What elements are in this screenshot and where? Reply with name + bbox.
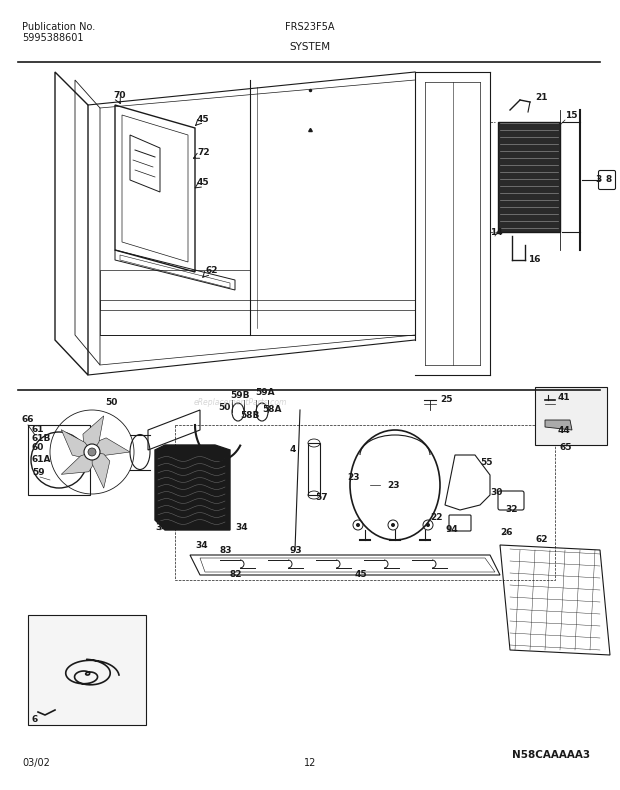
Text: 32: 32 (505, 505, 518, 514)
Text: eReplacementParts.com: eReplacementParts.com (193, 398, 286, 407)
Text: 5995388601: 5995388601 (22, 33, 84, 43)
Text: N58CAAAAA3: N58CAAAAA3 (512, 750, 590, 760)
Text: SYSTEM: SYSTEM (290, 42, 330, 52)
Text: 14: 14 (490, 228, 503, 237)
Text: 34: 34 (155, 523, 167, 532)
Text: 65: 65 (560, 443, 572, 452)
Text: 62: 62 (205, 266, 218, 275)
Text: Publication No.: Publication No. (22, 22, 95, 32)
Polygon shape (545, 420, 572, 430)
Text: 34: 34 (235, 523, 247, 532)
Text: 03/02: 03/02 (22, 758, 50, 768)
Text: 59A: 59A (255, 388, 275, 397)
Text: 94: 94 (445, 525, 458, 534)
Text: 60: 60 (32, 443, 45, 452)
Circle shape (84, 444, 100, 460)
Text: 82: 82 (230, 570, 242, 579)
Circle shape (88, 448, 96, 456)
Text: 12: 12 (304, 758, 316, 768)
Text: 8: 8 (605, 175, 611, 184)
Text: 4: 4 (290, 445, 296, 454)
Text: 62: 62 (535, 535, 547, 544)
Text: 15: 15 (565, 111, 577, 120)
Text: 25: 25 (440, 395, 453, 404)
Text: 59B: 59B (230, 391, 249, 400)
Text: 6: 6 (32, 715, 38, 724)
Text: 44: 44 (558, 426, 571, 435)
Circle shape (391, 523, 395, 527)
Text: 72: 72 (197, 148, 210, 157)
Text: 45: 45 (355, 570, 368, 579)
Text: 83: 83 (220, 546, 232, 555)
Text: 1: 1 (155, 515, 161, 524)
Text: 57: 57 (315, 493, 327, 502)
Text: 30: 30 (490, 488, 502, 497)
Text: 50: 50 (218, 403, 231, 412)
Text: 70: 70 (113, 91, 125, 100)
Text: 45: 45 (197, 115, 210, 124)
Bar (308, 443, 320, 495)
Bar (498, 122, 560, 232)
Text: 23: 23 (347, 473, 360, 482)
Text: 50: 50 (105, 398, 117, 407)
Text: 16: 16 (528, 255, 541, 264)
Text: FRS23F5A: FRS23F5A (285, 22, 335, 32)
Text: 55: 55 (480, 458, 492, 467)
Text: 58B: 58B (240, 411, 259, 420)
Text: 3: 3 (595, 175, 601, 184)
Polygon shape (61, 452, 94, 474)
Text: 58A: 58A (262, 405, 281, 414)
Bar (535, 387, 607, 445)
Text: 21: 21 (535, 93, 547, 102)
Text: 59: 59 (32, 468, 45, 477)
Text: 34: 34 (195, 541, 208, 550)
Text: 22: 22 (430, 513, 443, 522)
Polygon shape (83, 416, 104, 452)
Text: 66: 66 (22, 415, 35, 424)
Text: 23: 23 (387, 481, 399, 490)
Circle shape (426, 523, 430, 527)
Text: 61A: 61A (32, 455, 51, 464)
Text: 41: 41 (558, 393, 570, 402)
Text: 45: 45 (197, 178, 210, 187)
Text: 61B: 61B (32, 434, 51, 443)
Polygon shape (92, 452, 110, 488)
Text: 61: 61 (32, 425, 45, 434)
Text: 93: 93 (290, 546, 303, 555)
Text: 26: 26 (500, 528, 513, 537)
Circle shape (356, 523, 360, 527)
Polygon shape (155, 445, 230, 530)
Polygon shape (92, 438, 130, 456)
Bar (28, 615, 146, 725)
Polygon shape (61, 430, 92, 457)
